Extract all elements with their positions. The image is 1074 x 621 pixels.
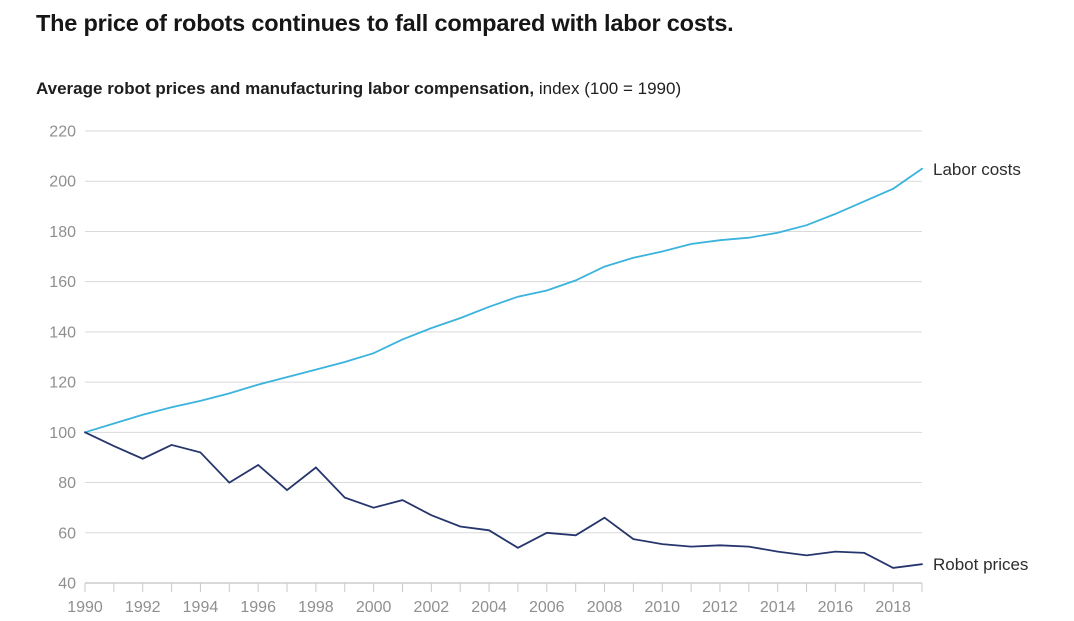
x-tick-label: 2012 (702, 599, 738, 616)
y-axis-labels: 220 200 180 160 140 120 100 80 60 40 (49, 124, 76, 593)
labor-costs-line-label: Labor costs (933, 159, 1021, 179)
x-tick-label: 2008 (587, 599, 623, 616)
y-tick-label: 200 (49, 174, 76, 191)
y-tick-label: 220 (49, 124, 76, 141)
x-axis-ticks (84, 583, 923, 592)
y-tick-label: 80 (58, 475, 76, 492)
x-tick-label: 1994 (183, 599, 219, 616)
x-tick-label: 1992 (125, 599, 161, 616)
x-tick-label: 2006 (529, 599, 565, 616)
x-tick-label: 2018 (875, 599, 911, 616)
x-tick-label: 2002 (414, 599, 450, 616)
y-tick-label: 180 (49, 224, 76, 241)
chart-subtitle: Average robot prices and manufacturing l… (36, 78, 681, 100)
y-tick-label: 100 (49, 425, 76, 442)
x-tick-label: 2010 (644, 599, 680, 616)
labor-costs-line (84, 167, 923, 434)
robot-prices-line-label: Robot prices (933, 555, 1029, 575)
x-tick-label: 2000 (356, 599, 392, 616)
y-tick-label: 60 (58, 525, 76, 542)
x-axis-labels: 1990 1992 1994 1996 1998 2000 2002 2004 2006 2008… (67, 599, 911, 616)
robot-prices-line (84, 431, 923, 569)
y-tick-label: 120 (49, 375, 76, 392)
y-tick-label: 140 (49, 324, 76, 341)
chart-subtitle-main: Average robot prices and manufacturing l… (36, 79, 535, 98)
x-tick-label: 1990 (67, 599, 103, 616)
chart-title: The price of robots continues to fall co… (36, 10, 734, 36)
y-gridlines (85, 130, 922, 584)
chart-subtitle-unit: index (100 = 1990) (534, 79, 682, 98)
y-tick-label: 40 (58, 576, 76, 593)
y-tick-label: 160 (49, 274, 76, 291)
x-tick-label: 1996 (240, 599, 276, 616)
x-tick-label: 1998 (298, 599, 334, 616)
x-tick-label: 2014 (760, 599, 796, 616)
x-tick-label: 2016 (818, 599, 854, 616)
x-tick-label: 2004 (471, 599, 507, 616)
